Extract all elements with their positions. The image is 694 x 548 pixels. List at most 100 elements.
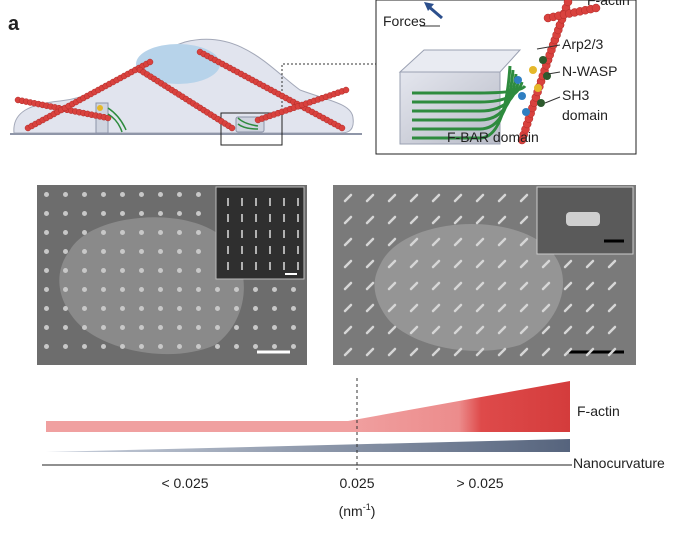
pillar-dot	[272, 287, 277, 292]
pillar-dot	[63, 287, 68, 292]
inset-pillar	[566, 212, 600, 226]
pillar-dot	[101, 344, 106, 349]
sem-image	[333, 185, 636, 365]
pillar-dot	[196, 211, 201, 216]
pillar-dot	[82, 306, 87, 311]
pillar-dot	[177, 268, 182, 273]
pillar-dot	[82, 325, 87, 330]
pillar-dot	[158, 230, 163, 235]
actin-monomer	[564, 0, 572, 6]
pillar-dot	[272, 306, 277, 311]
pillar-dot	[139, 192, 144, 197]
pillar-dot	[63, 344, 68, 349]
pillar-dot	[158, 268, 163, 273]
protein-small	[97, 105, 103, 111]
protein	[534, 84, 542, 92]
protein	[537, 99, 545, 107]
pillar-dot	[177, 230, 182, 235]
pillar-dot	[253, 344, 258, 349]
actin-monomer	[343, 87, 349, 93]
pillar-dot	[196, 230, 201, 235]
pillar-dot	[101, 192, 106, 197]
pillar-dot	[120, 249, 125, 254]
pillar-dot	[139, 287, 144, 292]
pillar-dot	[139, 306, 144, 311]
tick-label: < 0.025	[161, 475, 208, 491]
pillar-dot	[139, 268, 144, 273]
pillar-dot	[82, 268, 87, 273]
pillar-dot	[291, 325, 296, 330]
pillar-dot	[82, 230, 87, 235]
pillar-dot	[44, 249, 49, 254]
label-f-actin: F-actin	[577, 403, 620, 419]
pillar-dot	[44, 344, 49, 349]
pillar-dot	[253, 306, 258, 311]
pillar-dot	[158, 211, 163, 216]
protein	[529, 66, 537, 74]
pillar-dot	[215, 306, 220, 311]
pillar-dot	[291, 287, 296, 292]
pillar-dot	[101, 211, 106, 216]
sem-inset	[216, 187, 304, 279]
pillar-dot	[177, 192, 182, 197]
pillar-dot	[101, 306, 106, 311]
pillar-dot	[120, 325, 125, 330]
pillar-dot	[158, 192, 163, 197]
pillar-dot	[196, 249, 201, 254]
pillar-dot	[177, 249, 182, 254]
curvature-wedge	[46, 439, 570, 452]
tick-label: 0.025	[339, 475, 374, 491]
pillar-dot	[101, 325, 106, 330]
tick-label: > 0.025	[456, 475, 503, 491]
label-f-actin: F-actin	[587, 0, 630, 8]
pillar-dot	[120, 287, 125, 292]
pillar-dot	[139, 325, 144, 330]
pillar-dot	[196, 287, 201, 292]
pillar-dot	[101, 268, 106, 273]
pillar-dot	[272, 344, 277, 349]
pillar-dot	[253, 287, 258, 292]
unit-sup: -1	[363, 502, 371, 512]
pillar-dot	[82, 249, 87, 254]
pillar-dot	[177, 287, 182, 292]
pillar-dot	[139, 230, 144, 235]
pillar-dot	[196, 268, 201, 273]
pillar-dot	[63, 306, 68, 311]
pillar-dot	[139, 211, 144, 216]
label-nanocurvature: Nanocurvature	[573, 455, 665, 471]
unit-base: (nm	[339, 503, 363, 519]
label-nwasp: N-WASP	[562, 63, 617, 79]
pillar-dot	[44, 287, 49, 292]
pillar-dot	[139, 344, 144, 349]
pillar-dot	[120, 268, 125, 273]
pillar-dot	[196, 344, 201, 349]
pillar-dot	[120, 192, 125, 197]
pillar-dot	[63, 268, 68, 273]
pillar-dot	[234, 306, 239, 311]
pillar-dot	[44, 268, 49, 273]
actin-monomer	[147, 59, 153, 65]
pillar-dot	[291, 344, 296, 349]
pillar-dot	[177, 306, 182, 311]
pillar-dot	[44, 325, 49, 330]
pillar-dot	[272, 325, 277, 330]
pillar-dot	[63, 325, 68, 330]
f-actin-wedge	[348, 381, 570, 432]
pillar-dot	[101, 230, 106, 235]
pillar-dot	[82, 287, 87, 292]
actin-monomer	[229, 125, 235, 131]
pillar-dot	[44, 192, 49, 197]
unit-end: )	[371, 503, 376, 519]
panel-label: a	[8, 13, 20, 35]
label-forces: Forces	[383, 13, 426, 29]
pillar-dot	[120, 211, 125, 216]
pillar-dot	[234, 287, 239, 292]
pillar-dot	[215, 344, 220, 349]
protein	[522, 108, 530, 116]
pillar-dot	[234, 325, 239, 330]
cell-schematic	[10, 39, 376, 145]
pillar-dot	[177, 325, 182, 330]
protein	[514, 76, 522, 84]
pillar-dot	[63, 192, 68, 197]
pillar-dot	[82, 344, 87, 349]
